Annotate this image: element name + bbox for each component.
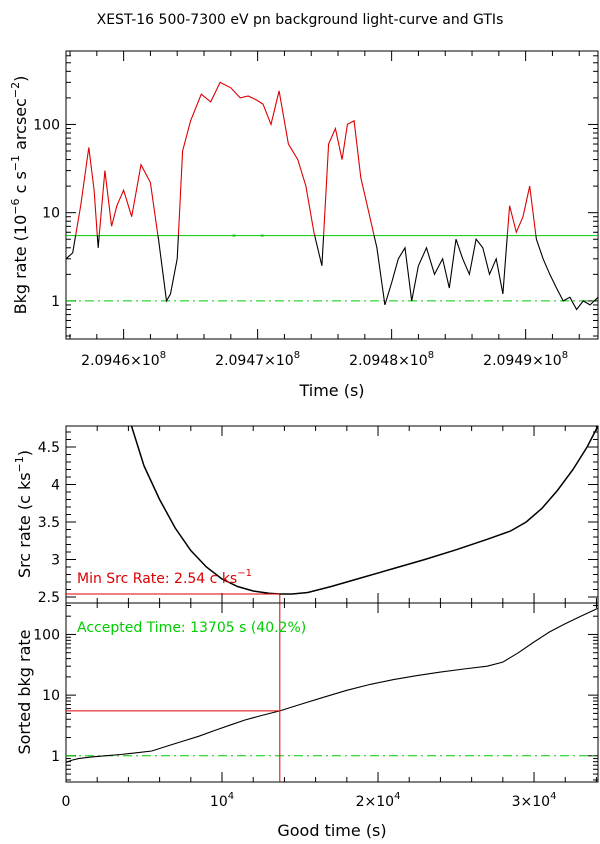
lightcurve-low-segment: [65, 235, 77, 260]
sorted-bkg-xtick-label: 104: [210, 791, 234, 810]
lightcurve-ytick-label: 1: [51, 294, 60, 310]
lightcurve-xtick-label: 2.0949×108: [483, 350, 568, 369]
sorted-bkg-xtick-label: 2×104: [356, 791, 401, 810]
sorted-bkg-xlabel: Good time (s): [277, 821, 386, 840]
lightcurve-high-segment: [98, 163, 159, 236]
lightcurve-xtick-label: 2.0948×108: [349, 350, 434, 369]
sorted-bkg-ytick-label: 100: [33, 627, 60, 643]
lightcurve-ytick-label: 10: [42, 206, 60, 222]
chart-title: XEST-16 500-7300 eV pn background light-…: [97, 12, 504, 28]
sorted-bkg-ytick-label: 10: [42, 688, 60, 704]
accepted-time-annotation: Accepted Time: 13705 s (40.2%): [77, 620, 306, 636]
src-rate-ytick-label: 3: [51, 553, 60, 569]
src-rate-ytick-label: 4.5: [38, 440, 60, 456]
lightcurve-high-segment: [75, 147, 98, 236]
lightcurve-high-segment: [177, 81, 316, 236]
gti-marker: [232, 234, 236, 237]
src-rate-ytick-label: 2.5: [38, 590, 60, 606]
lightcurve-low-segment: [96, 235, 100, 248]
lightcurve-panel: 2.0946×108 2.0947×108 2.0948×108 2.0949×108…: [9, 50, 599, 400]
sorted-bkg-xtick-label: 0: [62, 794, 71, 810]
lightcurve-ylabel: Bkg rate (10−6 c s−1 arcsec−2): [9, 76, 30, 315]
sorted-bkg-ytick-label: 1: [51, 749, 60, 765]
lightcurve-low-segment: [157, 235, 179, 303]
lightcurve-xlabel: Time (s): [298, 381, 364, 400]
src-rate-ylabel: Src rate (c ks−1): [13, 450, 34, 578]
lightcurve-low-segment: [314, 235, 325, 266]
lightcurve-ytick-label: 100: [33, 117, 60, 133]
src-rate-curve: [130, 425, 599, 595]
min-src-rate-annotation: Min Src Rate: 2.54 c ks−1: [77, 568, 252, 587]
src-rate-panel: 2.5 3 3.5 4 4.5 Min Src Rate: 2.54 c ks−1 Sr…: [13, 425, 599, 606]
src-rate-ytick-label: 3.5: [38, 515, 60, 531]
gti-marker: [260, 234, 264, 237]
sorted-bkg-ylabel: Sorted bkg rate: [15, 629, 34, 754]
sorted-bkg-curve: [65, 607, 599, 763]
sorted-bkg-panel: 0 104 2×104 3×104 1 10 100 Accepted Time: 1370…: [15, 602, 599, 840]
lightcurve-frame: [65, 50, 599, 340]
lightcurve-low-segment: [535, 235, 599, 311]
lightcurve-xtick-label: 2.0946×108: [81, 350, 166, 369]
sorted-bkg-frame: [65, 602, 599, 783]
lightcurve-low-segment: [373, 235, 508, 306]
lightcurve-xtick-label: 2.0947×108: [215, 350, 300, 369]
sorted-bkg-xtick-label: 3×104: [512, 791, 557, 810]
lightcurve-high-segment: [506, 185, 537, 236]
lightcurve-high-segment: [323, 119, 375, 236]
src-rate-ytick-label: 4: [51, 478, 60, 494]
